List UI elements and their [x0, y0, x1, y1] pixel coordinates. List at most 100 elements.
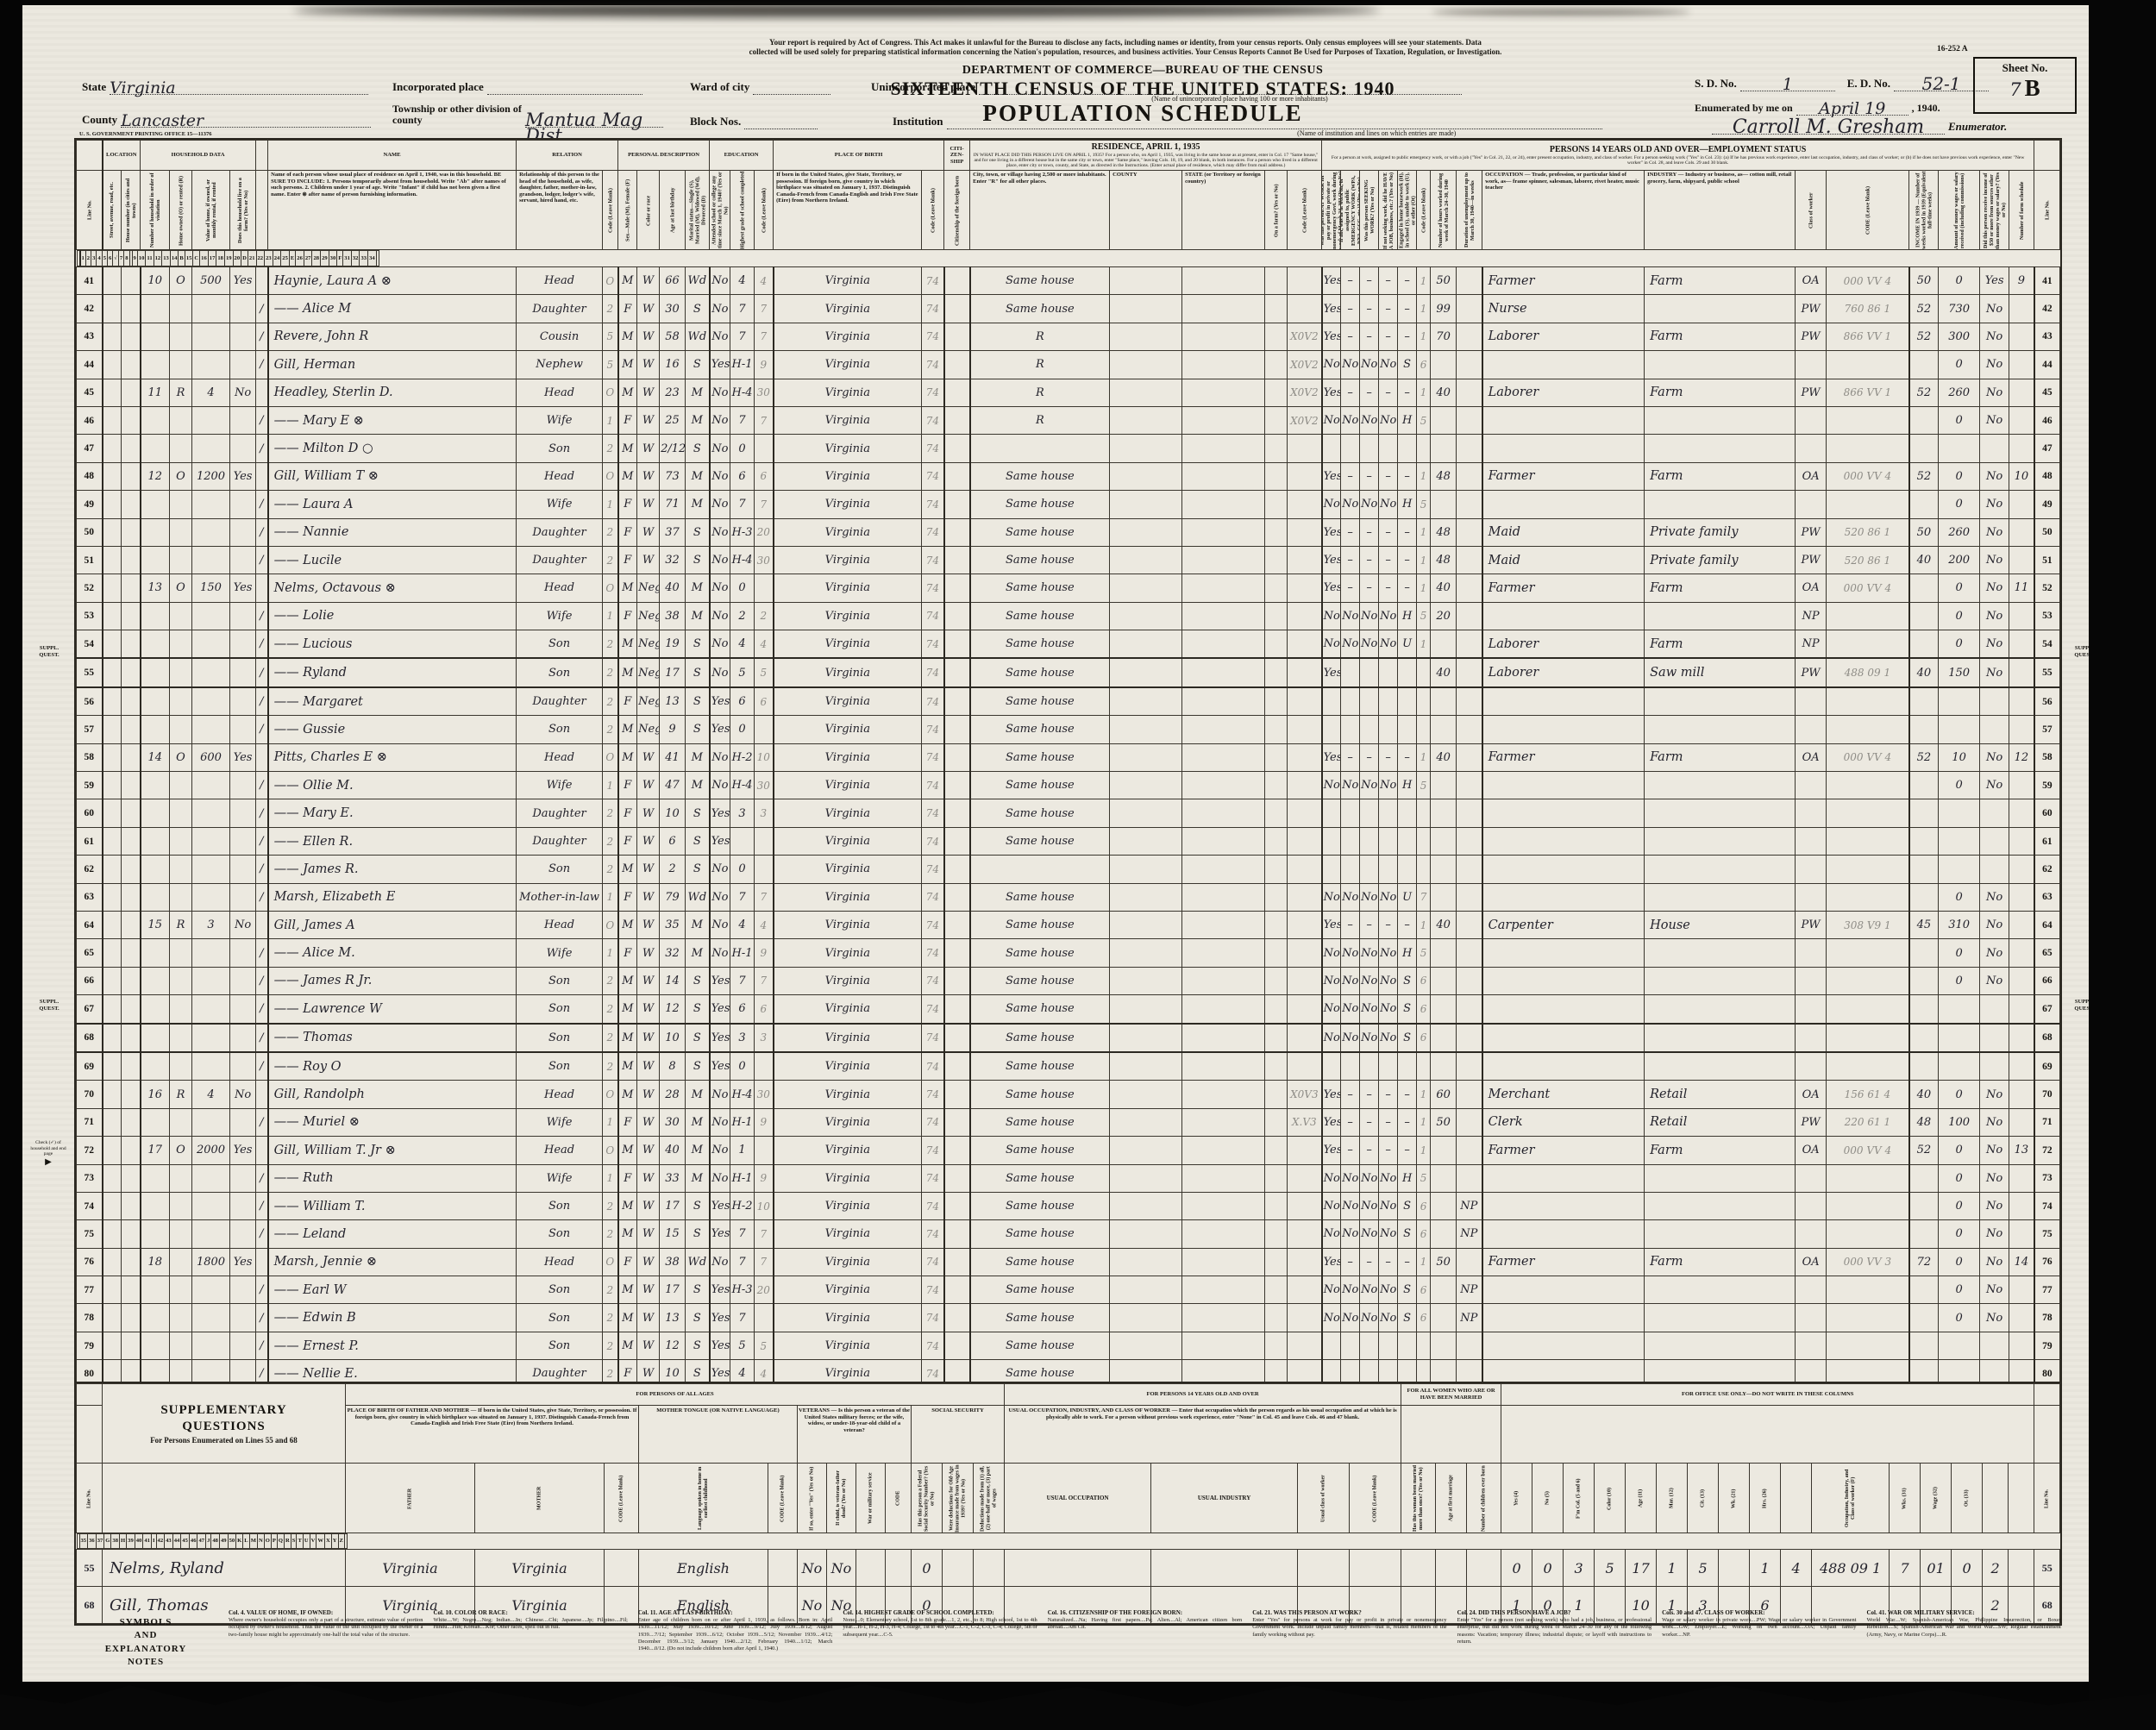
column-label: Number of household in order of visitati… — [140, 170, 170, 250]
person-row: 74 ∕ —— William T. Son 2 M W 17 S Yes H-2 10 Virgini… — [76, 1191, 2061, 1221]
person-row: 51 ∕ —— Lucile Daughter 2 F W 32 S No H-4 30 Virgini… — [76, 545, 2061, 575]
column-label: Highest grade of school completed — [730, 170, 755, 250]
explanatory-notes: SYMBOLS AND EXPLANATORY NOTES Col. 4. VA… — [73, 1609, 2061, 1670]
column-label: USUAL OCCUPATION — [1004, 1463, 1152, 1533]
supplement-title-cell: SUPPLEMENTARY QUESTIONS For Persons Enum… — [102, 1383, 346, 1464]
person-row: 71 ∕ —— Muriel ⊗ Wife 1 F W 30 M No H-1 9 Virginia 74… — [76, 1107, 2061, 1138]
person-row: 41 10 O 500 Yes Haynie, Laura A ⊗ Head O M W 66 Wd N… — [76, 266, 2061, 296]
note-block: Cols. 30 and 47. CLASS OF WORKER: Wage or… — [1662, 1609, 1857, 1638]
column-label: Number of children ever born — [1466, 1463, 1501, 1533]
supplement-vertical-label-row: Line No. FATHER MOTHER CODE (Leave blank) La… — [76, 1463, 2060, 1533]
section-mother-tongue: MOTHER TONGUE (OR NATIVE LANGUAGE) — [638, 1405, 798, 1464]
state-field: State Virginia — [82, 79, 369, 97]
county-value: Lancaster — [121, 111, 204, 130]
column-label: Age at last birthday — [659, 170, 686, 250]
group-name: NAME — [267, 140, 517, 171]
supplementary-questions-table: SUPPLEMENTARY QUESTIONS For Persons Enum… — [73, 1382, 2063, 1626]
person-row: 78 ∕ —— Edwin B Son 2 M W 13 S Yes 7 Virginia 74 Same… — [76, 1303, 2061, 1332]
column-label: CODE (Leave blank) — [768, 1463, 798, 1533]
township-field: Township or other division of county Man… — [392, 103, 677, 145]
column-label: Attended school or college any time sinc… — [709, 170, 730, 250]
group-employment: PERSONS 14 YEARS OLD AND OVER—EMPLOYMENT… — [1321, 140, 2035, 171]
column-label: Engaged in home housework (H), in school… — [1397, 170, 1417, 250]
note-block: Col. 24. DID THIS PERSON HAVE A JOB? Ente… — [1457, 1609, 1652, 1645]
supplement-rows: 55 Nelms, Ryland Virginia Virginia English No… — [76, 1549, 2061, 1624]
column-label: INDUSTRY — Industry or business, as— cot… — [1644, 170, 1796, 250]
column-label: Class of worker — [1795, 170, 1827, 250]
column-label: Line No. — [76, 170, 103, 250]
group-residence: RESIDENCE, APRIL 1, 1935 IN WHAT PLACE D… — [969, 140, 1323, 171]
column-label: MOTHER — [474, 1463, 605, 1533]
suppl-quest-label-left-55: SUPPL. QUEST. — [39, 645, 60, 658]
column-label: Code (Leave blank) — [754, 170, 774, 250]
person-row: 61 ∕ —— Ellen R. Daughter 2 F W 6 S Yes Virginia 74… — [76, 826, 2061, 856]
supplement-group-row: SUPPLEMENTARY QUESTIONS For Persons Enum… — [76, 1383, 2061, 1464]
person-row: 69 ∕ —— Roy O Son 2 M W 8 S Yes 0 Virginia 74 Same ho… — [76, 1051, 2061, 1081]
group-women-married: FOR ALL WOMEN WHO ARE OR HAVE BEEN MARRI… — [1401, 1383, 1502, 1406]
person-row: 63 ∕ Marsh, Elizabeth E Mother-in-law 1 F W 79 W… — [76, 882, 2061, 912]
column-label: Duration of unemployment up to March 30,… — [1456, 170, 1482, 250]
column-label-row: Line No. Street, avenue, road, etc. House … — [76, 170, 2060, 250]
column-numbers: 1 2 3 4 5 6 √ 7 8 9 10 11 12 13 14 B 15 C 16 17 18 19 20 D 21 22 2… — [76, 250, 379, 266]
column-label: Occupation, Industry, and Class of worke… — [1811, 1463, 1890, 1533]
person-row: 73 ∕ —— Ruth Wife 1 F W 33 M No H-1 9 Virginia 74 Same… — [76, 1163, 2061, 1193]
person-row: 68 ∕ —— Thomas Son 2 M W 10 S Yes 3 3 Virginia 74 Same… — [76, 1022, 2061, 1053]
column-label: If child, is veteran-father dead? (Yes o… — [826, 1463, 856, 1533]
column-label: Mar. (12) — [1656, 1463, 1688, 1533]
ed-value: 52-1 — [1921, 73, 1961, 94]
column-label: City, town, or village having 2,500 or m… — [969, 170, 1111, 250]
supplement-number-row: 35 36 37 G 38 H 39 40 41 I 42 43 44 45 46 47 J 48 49 50 K L M N… — [76, 1533, 2060, 1550]
sd-value: 1 — [1782, 75, 1793, 94]
printing-office-note: U. S. GOVERNMENT PRINTING OFFICE 15—1137… — [79, 131, 212, 137]
column-label: Street, avenue, road, etc. — [102, 170, 122, 250]
supplement-column-numb: 35 36 37 G 38 H 39 40 41 I 42 43 44 45 46 47 J 48 49 50 K L M N… — [76, 1533, 348, 1549]
person-row: 45 11 R 4 No Headley, Sterlin D. Head O M W 23 M No H… — [76, 378, 2061, 407]
column-label: Amount of money wages or salary received… — [1938, 170, 1980, 250]
column-label: Value of home, if owned, or monthly rent… — [191, 170, 230, 250]
supplement-person-row: 68 Gill, Thomas Virginia Virginia English No N… — [76, 1586, 2061, 1624]
group-all-ages: FOR PERSONS OF ALL AGES — [344, 1383, 1006, 1406]
note-block: Col. 10. COLOR OR RACE: White....W; Negro… — [433, 1609, 628, 1631]
column-label: Deductions made from (1) all, (2) one-ha… — [973, 1463, 1005, 1533]
enumerator-label: Enumerator. — [1948, 120, 2008, 133]
person-row: 49 ∕ —— Laura A Wife 1 F W 71 M No 7 7 Virginia 74 Sam… — [76, 490, 2061, 519]
group-citizenship: CITI- ZEN- SHIP — [943, 140, 971, 171]
supplement-header: SUPPLEMENTARY QUESTIONS For Persons Enum… — [76, 1383, 2061, 1550]
person-row: 64 15 R 3 No Gill, James A Head O M W 35 M No 4 4 Virgi… — [76, 910, 2061, 940]
column-label: Color (10) — [1594, 1463, 1626, 1533]
column-label: Does this household live on a farm? (Yes… — [229, 170, 256, 250]
column-label: CODE — [885, 1463, 912, 1533]
sheet-letter: B — [2024, 75, 2040, 101]
supplement-section-row: PLACE OF BIRTH OF FATHER AND MOTHER — If… — [76, 1405, 2061, 1464]
column-label: Home owned (O) or rented (R) — [169, 170, 192, 250]
person-row: 62 ∕ —— James R. Son 2 M W 2 S No 0 Virginia 74 62 — [76, 855, 2061, 884]
enumeration-date-value: April 19 — [1819, 99, 1886, 118]
column-label: Citizenship of the foreign born — [943, 170, 970, 250]
column-label: STATE (or Territory or foreign country) — [1181, 170, 1266, 250]
schedule-title: POPULATION SCHEDULE — [982, 100, 1303, 126]
column-label: If not, was he at work on, or assigned t… — [1340, 170, 1360, 250]
column-label: Yes (4) — [1501, 1463, 1532, 1533]
column-label: OCCUPATION — Trade, profession, or parti… — [1482, 170, 1645, 250]
column-label: Usual class of worker — [1297, 1463, 1350, 1533]
check-household-note: Check (✓) of household and end page ▶ — [26, 1140, 71, 1168]
column-label: Age at first marriage — [1435, 1463, 1467, 1533]
notes-columns: Col. 4. VALUE OF HOME, IF OWNED: Where ow… — [229, 1609, 2061, 1653]
person-row: 42 ∕ —— Alice M Daughter 2 F W 30 S No 7 7 Virginia 7… — [76, 294, 2061, 323]
scan-black-edge-right — [2089, 0, 2156, 1730]
section-usual-occupation: USUAL OCCUPATION, INDUSTRY, AND CLASS OF… — [1004, 1405, 1402, 1464]
person-row: 59 ∕ —— Ollie M. Wife 1 F W 47 M No H-4 30 Virginia 7… — [76, 771, 2061, 800]
column-label: Wks. (31) — [1889, 1463, 1921, 1533]
suppl-quest-label-left-68: SUPPL. QUEST. — [39, 999, 60, 1012]
incorporated-place-field: Incorporated place — [392, 79, 642, 95]
group-education: EDUCATION — [709, 140, 774, 171]
sheet-value: 7 — [2009, 79, 2021, 100]
group-household-data: HOUSEHOLD DATA — [140, 140, 257, 171]
person-row: 54∕—— LuciousSon2MNeg19SNo44Virginia74Sa… — [76, 630, 2061, 659]
column-label: Sex—Male (M), Female (F) — [617, 170, 637, 250]
column-label: If not seeking work, did he HAVE A JOB, … — [1378, 170, 1398, 250]
note-block: Col. 14. HIGHEST GRADE OF SCHOOL COMPLET… — [843, 1609, 1037, 1638]
column-label: Hrs. (26) — [1749, 1463, 1781, 1533]
person-row: 76 18 1800 Yes Marsh, Jennie ⊗ Head O F W 38 Wd No 7… — [76, 1247, 2061, 1277]
note-block: Col. 41. WAR OR MILITARY SERVICE: World W… — [1866, 1609, 2061, 1638]
